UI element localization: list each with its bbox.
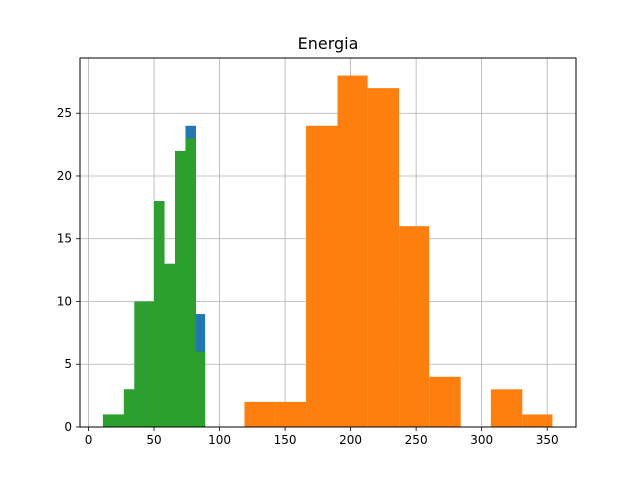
y-tick-label: 20 (57, 169, 72, 183)
x-tick-label: 250 (405, 433, 428, 447)
y-tick-label: 25 (57, 106, 72, 120)
x-tick-label: 350 (536, 433, 559, 447)
histogram-bar-series-3 (195, 351, 206, 427)
histogram-bar-series-3 (154, 201, 165, 427)
histogram-bar-series-3 (113, 414, 124, 427)
plot-frame (79, 57, 577, 428)
y-tick-label: 10 (57, 294, 72, 308)
x-tick-label: 150 (274, 433, 297, 447)
histogram-bar-series-2 (306, 125, 338, 427)
histogram-bar-series-3 (185, 138, 196, 427)
histogram-bar-series-3 (123, 389, 135, 427)
x-tick-label: 100 (208, 433, 231, 447)
x-tick-label: 300 (470, 433, 493, 447)
x-tick-label: 50 (146, 433, 161, 447)
y-tick-label: 0 (64, 420, 72, 434)
x-tick-label: 200 (339, 433, 362, 447)
histogram-bar-series-2 (522, 414, 553, 427)
histogram-bar-series-2 (490, 389, 523, 427)
histogram-bar-series-2 (275, 401, 307, 427)
histogram-bar-series-3 (144, 301, 155, 427)
histogram-bar-series-3 (134, 301, 145, 427)
bars (102, 75, 553, 428)
y-tick-label: 15 (57, 232, 72, 246)
histogram-bar-series-3 (164, 263, 176, 427)
histogram-bar-series-2 (399, 226, 430, 427)
y-tick-label: 5 (64, 357, 72, 371)
chart-title: Energia (298, 34, 359, 53)
histogram-bar-series-2 (367, 88, 400, 428)
histogram-bar-series-2 (337, 75, 368, 428)
histogram-bar-series-2 (244, 401, 276, 427)
histogram-bar-series-3 (175, 150, 186, 427)
histogram-bar-series-2 (429, 376, 461, 427)
ticks: 0 50 100 150 200 250 300 350 0 5 10 15 20 25 (57, 106, 559, 447)
histogram-bar-series-3 (102, 414, 114, 427)
x-tick-label: 0 (85, 433, 93, 447)
